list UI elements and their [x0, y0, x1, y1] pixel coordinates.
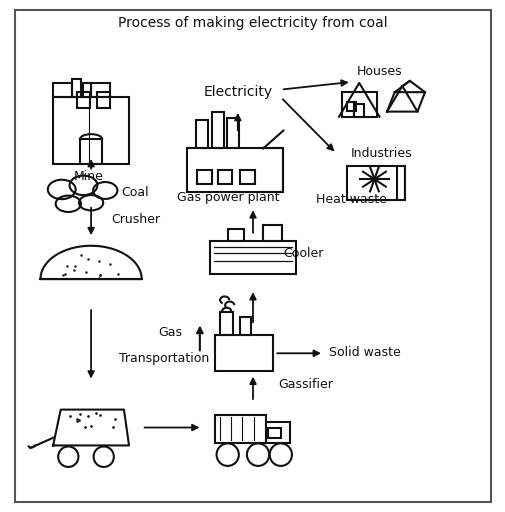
Bar — [227, 229, 243, 241]
Bar — [346, 102, 355, 111]
Text: Transportation: Transportation — [119, 352, 209, 365]
Bar — [215, 335, 273, 371]
Bar — [196, 120, 208, 148]
Bar — [97, 92, 110, 108]
Bar — [72, 79, 80, 97]
Bar — [210, 241, 295, 274]
Bar — [82, 83, 91, 97]
Text: Gas: Gas — [158, 326, 182, 339]
Text: Electricity: Electricity — [203, 85, 272, 99]
Text: Houses: Houses — [356, 65, 401, 78]
Text: Coal: Coal — [121, 185, 149, 199]
Bar — [53, 83, 72, 97]
Bar — [240, 317, 251, 335]
Text: Gas power plant: Gas power plant — [177, 190, 279, 204]
Text: Solid waste: Solid waste — [328, 346, 400, 359]
Bar — [211, 112, 223, 148]
Bar — [187, 148, 283, 192]
Bar — [226, 118, 238, 148]
Bar — [240, 170, 254, 184]
Bar — [268, 428, 280, 438]
Bar — [215, 415, 265, 443]
FancyBboxPatch shape — [15, 10, 490, 502]
Bar — [265, 422, 289, 443]
Text: Cooler: Cooler — [283, 247, 323, 260]
Text: Process of making electricity from coal: Process of making electricity from coal — [118, 16, 387, 30]
Bar — [53, 97, 129, 164]
Bar — [91, 83, 110, 97]
Text: Heat waste: Heat waste — [316, 193, 386, 206]
Text: Crusher: Crusher — [111, 213, 160, 226]
Bar — [354, 104, 364, 117]
Text: Industries: Industries — [350, 147, 412, 160]
Text: Gassifier: Gassifier — [278, 377, 332, 391]
Bar — [263, 225, 282, 241]
Bar — [346, 166, 404, 200]
Bar — [220, 312, 232, 335]
Text: Mine: Mine — [73, 170, 104, 183]
Bar — [77, 92, 89, 108]
Bar — [197, 170, 211, 184]
Bar — [80, 139, 102, 164]
Bar — [217, 170, 231, 184]
Bar — [341, 92, 376, 117]
